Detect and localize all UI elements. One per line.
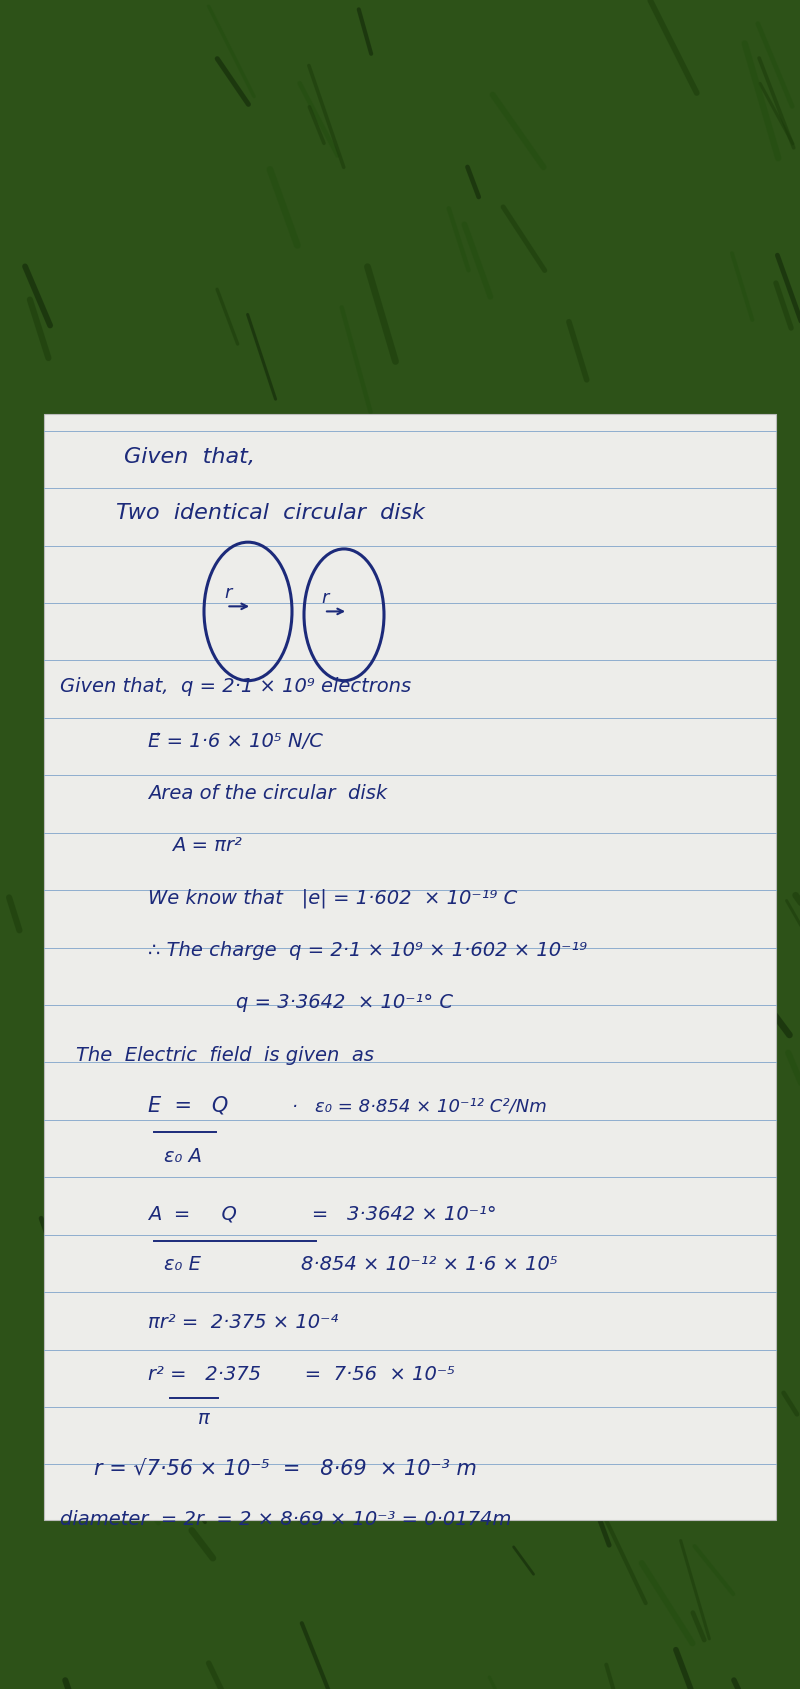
FancyBboxPatch shape xyxy=(44,414,776,1520)
Text: πr² =  2·375 × 10⁻⁴: πr² = 2·375 × 10⁻⁴ xyxy=(148,1312,338,1331)
Text: r = √7·56 × 10⁻⁵  =   8·69  × 10⁻³ m: r = √7·56 × 10⁻⁵ = 8·69 × 10⁻³ m xyxy=(94,1459,478,1478)
Text: A = πr²: A = πr² xyxy=(172,836,242,855)
Text: ε₀ A: ε₀ A xyxy=(164,1147,202,1165)
Text: The  Electric  field  is given  as: The Electric field is given as xyxy=(76,1045,374,1064)
Text: r: r xyxy=(224,584,231,601)
Text: Given that,  q = 2·1 × 10⁹ electrons: Given that, q = 2·1 × 10⁹ electrons xyxy=(60,677,411,696)
Text: E⃗ = 1·6 × 10⁵ N/C: E⃗ = 1·6 × 10⁵ N/C xyxy=(148,731,323,750)
Text: ∴ The charge  q = 2·1 × 10⁹ × 1·602 × 10⁻¹⁹: ∴ The charge q = 2·1 × 10⁹ × 1·602 × 10⁻… xyxy=(148,941,587,959)
Text: We know that   |e| = 1·602  × 10⁻¹⁹ C: We know that |e| = 1·602 × 10⁻¹⁹ C xyxy=(148,888,518,909)
Text: ·   ε₀ = 8·854 × 10⁻¹² C²/Nm: · ε₀ = 8·854 × 10⁻¹² C²/Nm xyxy=(292,1098,546,1115)
Text: r² =   2·375       =  7·56  × 10⁻⁵: r² = 2·375 = 7·56 × 10⁻⁵ xyxy=(148,1365,455,1383)
Text: diameter  = 2r  = 2 × 8·69 × 10⁻³ = 0·0174m: diameter = 2r = 2 × 8·69 × 10⁻³ = 0·0174… xyxy=(60,1510,511,1529)
Text: r: r xyxy=(322,589,329,606)
Text: Given  that,: Given that, xyxy=(124,448,255,466)
Text: Area of the circular  disk: Area of the circular disk xyxy=(148,784,387,802)
Text: q = 3·3642  × 10⁻¹° C: q = 3·3642 × 10⁻¹° C xyxy=(236,993,453,1012)
Text: A  =     Q            =   3·3642 × 10⁻¹°: A = Q = 3·3642 × 10⁻¹° xyxy=(148,1204,497,1223)
Text: E  =   Q: E = Q xyxy=(148,1096,228,1115)
Text: ε₀ E                8·854 × 10⁻¹² × 1·6 × 10⁵: ε₀ E 8·854 × 10⁻¹² × 1·6 × 10⁵ xyxy=(164,1255,558,1274)
Text: Two  identical  circular  disk: Two identical circular disk xyxy=(116,503,425,522)
Text: π: π xyxy=(198,1409,210,1427)
